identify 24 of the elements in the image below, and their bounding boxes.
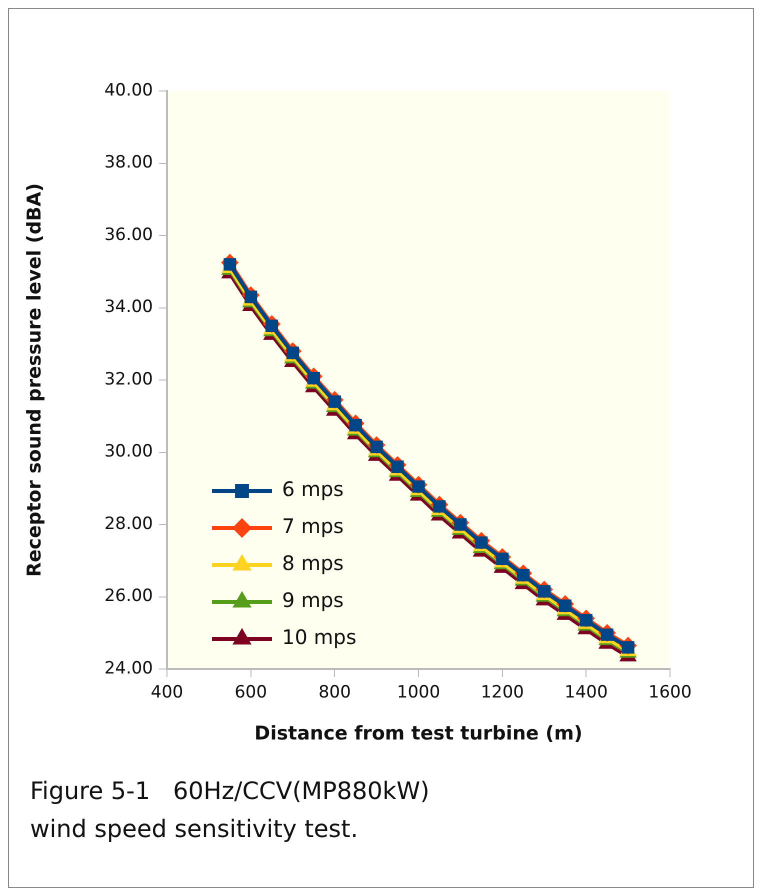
y-tick-label: 28.00 <box>104 514 153 534</box>
legend-label: 6 mps <box>282 477 344 502</box>
legend-label: 8 mps <box>282 551 344 576</box>
legend-label: 7 mps <box>282 514 344 538</box>
x-tick-label: 400 <box>150 682 184 703</box>
y-tick-label: 36.00 <box>104 224 153 245</box>
x-tick-label: 1200 <box>480 682 524 703</box>
y-tick-label: 38.00 <box>104 152 153 173</box>
x-tick-label: 1600 <box>648 682 692 703</box>
legend-label: 10 mps <box>282 625 356 650</box>
y-tick-label: 26.00 <box>104 586 153 606</box>
x-axis-title: Distance from test turbine (m) <box>254 722 583 745</box>
y-tick-label: 32.00 <box>104 369 153 390</box>
legend-label: 9 mps <box>282 588 344 612</box>
x-tick-label: 1400 <box>564 682 608 703</box>
x-tick-label: 1000 <box>396 682 440 703</box>
y-axis-title: Receptor sound pressure level (dBA) <box>23 183 46 577</box>
x-tick-label: 800 <box>318 682 351 703</box>
y-tick-label: 34.00 <box>104 297 153 318</box>
y-tick-label: 24.00 <box>104 658 153 678</box>
y-tick-label: 30.00 <box>104 442 153 462</box>
y-tick-label: 40.00 <box>104 80 153 100</box>
caption: Figure 5-1 60Hz/CCV(MP880kW) wind speed sensitivity test. <box>30 776 431 845</box>
x-tick-label: 600 <box>234 682 268 703</box>
